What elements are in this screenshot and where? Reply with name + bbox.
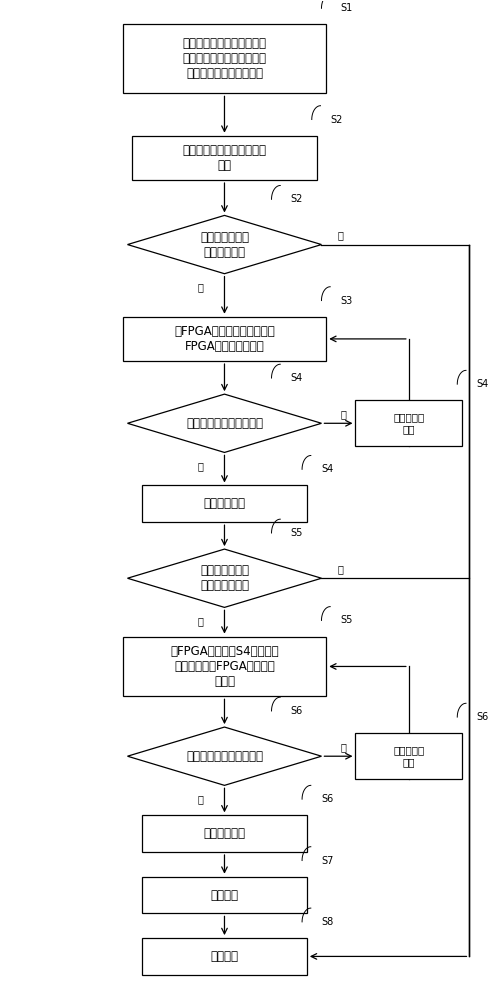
Text: 否: 否 [338,230,344,240]
Text: S8: S8 [321,917,333,927]
Text: 是: 是 [197,616,203,626]
Text: 否: 否 [338,564,344,574]
Text: S2: S2 [290,194,303,204]
Text: S6: S6 [321,794,333,804]
Text: S6: S6 [476,712,489,722]
Text: 判断检索范围是否有重叠: 判断检索范围是否有重叠 [186,750,263,763]
Text: 否: 否 [340,742,346,752]
Bar [142,877,307,913]
Bar [132,136,317,180]
Text: 接收到外部传来的检索回放
指令: 接收到外部传来的检索回放 指令 [183,144,267,172]
Text: S2: S2 [331,115,343,125]
Text: S7: S7 [321,856,334,866]
Text: S6: S6 [290,706,303,716]
Text: S5: S5 [290,528,303,538]
Polygon shape [127,549,321,607]
Text: 停止传输: 停止传输 [211,950,239,963]
Text: 向FPGA发送索引地址，接收
FPGA返回的索引信息: 向FPGA发送索引地址，接收 FPGA返回的索引信息 [174,325,275,353]
Text: S4: S4 [476,379,489,389]
Polygon shape [127,727,321,785]
Bar [142,485,307,522]
Text: 否: 否 [340,409,346,419]
Text: S3: S3 [340,296,353,306]
Text: 向FPGA发送步骤S4保留的索
引地址，接收FPGA返回的索
引信息: 向FPGA发送步骤S4保留的索 引地址，接收FPGA返回的索 引信息 [170,645,279,688]
Text: S5: S5 [340,615,353,625]
Text: 是: 是 [197,283,203,293]
Bar [142,815,307,852]
Text: 保留索引地址: 保留索引地址 [204,497,246,510]
Text: 判断检索范围是否有重叠: 判断检索范围是否有重叠 [186,417,263,430]
Text: 保留索引地址: 保留索引地址 [204,827,246,840]
Bar [123,24,326,93]
Bar [123,637,326,696]
Bar [123,317,326,361]
Text: 不保留索引
地址: 不保留索引 地址 [393,745,425,767]
Text: S4: S4 [290,373,303,383]
Polygon shape [127,394,321,452]
Bar [142,938,307,975]
Text: 不保留索引
地址: 不保留索引 地址 [393,412,425,434]
Bar [355,733,462,779]
Text: 星载固态存储器整机加电后
，软件逻辑经过初始化进入
空闲态等待接收外部指令: 星载固态存储器整机加电后 ，软件逻辑经过初始化进入 空闲态等待接收外部指令 [183,37,267,80]
Text: 判断检索的影像
文件是否存在: 判断检索的影像 文件是否存在 [200,231,249,259]
Text: 启动回放: 启动回放 [211,889,239,902]
Polygon shape [127,215,321,274]
Text: 判断是否有满足
条件的索引地址: 判断是否有满足 条件的索引地址 [200,564,249,592]
Text: S4: S4 [321,464,333,474]
Text: 是: 是 [197,461,203,471]
Text: 是: 是 [197,794,203,804]
Text: S1: S1 [340,3,353,13]
Bar [355,400,462,446]
